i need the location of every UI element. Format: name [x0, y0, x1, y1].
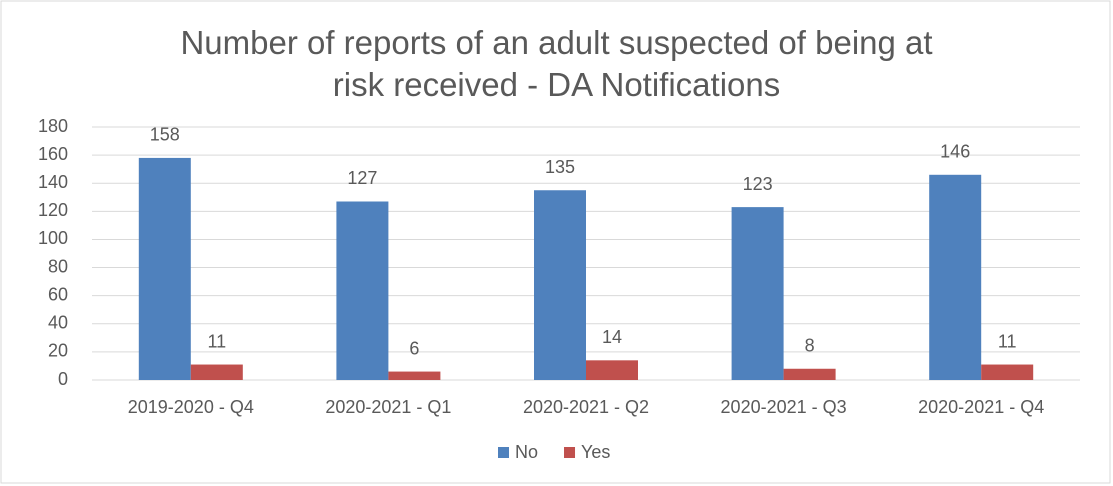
chart-title: Number of reports of an adult suspected …	[180, 24, 933, 103]
x-tick-label: 2020-2021 - Q4	[918, 397, 1044, 417]
y-tick-label: 140	[38, 172, 68, 192]
legend-label: Yes	[581, 442, 610, 462]
value-label: 6	[409, 338, 419, 358]
y-tick-label: 180	[38, 116, 68, 136]
bar	[534, 190, 586, 380]
x-tick-label: 2020-2021 - Q1	[325, 397, 451, 417]
bar	[336, 201, 389, 380]
value-label: 14	[602, 327, 622, 347]
value-label: 146	[940, 142, 970, 162]
y-tick-label: 120	[38, 200, 68, 220]
x-tick-label: 2019-2020 - Q4	[128, 397, 254, 417]
value-label: 158	[150, 125, 180, 145]
y-tick-label: 0	[58, 369, 68, 389]
x-tick-label: 2020-2021 - Q3	[721, 397, 847, 417]
y-tick-label: 100	[38, 228, 68, 248]
value-label: 135	[545, 157, 575, 177]
y-tick-label: 60	[48, 284, 68, 304]
bar	[586, 360, 638, 380]
value-label: 11	[998, 331, 1017, 351]
value-label: 8	[805, 336, 815, 356]
y-tick-label: 80	[48, 256, 68, 276]
bar	[138, 157, 191, 380]
bar	[929, 174, 982, 380]
x-tick-label: 2020-2021 - Q2	[523, 397, 649, 417]
bar	[981, 364, 1034, 380]
bar	[783, 368, 836, 380]
bar	[190, 364, 243, 380]
y-tick-label: 40	[48, 313, 68, 333]
y-tick-label: 160	[38, 144, 68, 164]
legend-label: No	[515, 442, 538, 462]
value-label: 127	[347, 168, 377, 188]
value-label: 11	[207, 331, 226, 351]
title-box: Number of reports of an adult suspected …	[0, 22, 1113, 106]
y-tick-label: 20	[48, 341, 68, 361]
bar	[388, 371, 441, 380]
legend-swatch	[498, 447, 509, 458]
value-label: 123	[743, 174, 773, 194]
legend-swatch	[564, 447, 576, 458]
bar	[731, 207, 784, 380]
